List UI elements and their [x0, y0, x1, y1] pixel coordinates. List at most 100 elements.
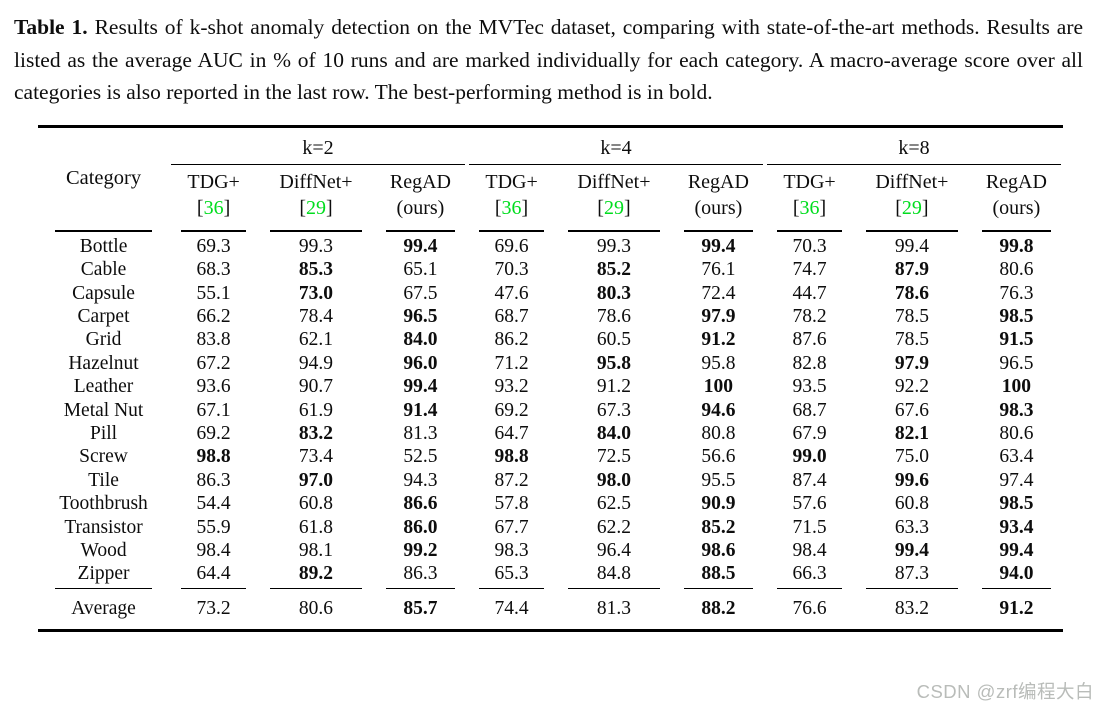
value-cell: 98.5 [999, 305, 1034, 327]
value-cell: 99.6 [894, 469, 929, 491]
citation-number: 36 [501, 196, 522, 219]
value-cell: 83.8 [196, 329, 231, 351]
value-cell: 72.5 [596, 446, 631, 468]
value-cell: 68.7 [792, 399, 827, 421]
value-cell: 67.7 [494, 516, 529, 538]
column-rule [556, 228, 672, 235]
column-rule [970, 228, 1063, 235]
value-cell: 64.7 [494, 422, 529, 444]
results-table: Category k=2 k=4 k=8 TDG+ [36] DiffNet+ [29… [38, 125, 1063, 633]
value-cell: 78.5 [894, 329, 929, 351]
value-cell: 83.2 [298, 422, 334, 444]
table-row: Zipper 64.4 89.2 86.3 65.3 84.8 88.5 66.3 87.3 94… [38, 562, 1063, 585]
value-cell: 54.4 [196, 493, 231, 515]
method-subtitle: (ours) [396, 196, 445, 219]
value-cell: 74.7 [792, 259, 827, 281]
value-cell: 98.4 [792, 539, 827, 561]
value-cell: 72.4 [701, 282, 736, 304]
category-cell: Zipper [77, 563, 130, 585]
table-row: Carpet 66.2 78.4 96.5 68.7 78.6 97.9 78.2 78.5 98… [38, 305, 1063, 328]
group-header-k8: k=8 [765, 127, 1063, 166]
column-rule [38, 586, 169, 593]
value-cell: 97.9 [701, 305, 736, 327]
caption-text: Results of k-shot anomaly detection on t… [14, 15, 1084, 105]
value-cell: 99.4 [894, 235, 929, 257]
value-cell: 78.6 [596, 305, 631, 327]
value-cell: 98.4 [196, 539, 231, 561]
value-cell: 67.2 [196, 352, 231, 374]
group-label-k4: k=4 [469, 137, 763, 166]
value-cell: 81.3 [596, 598, 631, 620]
value-cell: 99.2 [403, 539, 438, 561]
value-cell: 84.8 [596, 563, 631, 585]
value-cell: 99.4 [403, 376, 438, 398]
value-cell: 97.4 [999, 469, 1034, 491]
method-header: RegAD (ours) [672, 165, 765, 228]
value-cell: 90.7 [298, 376, 334, 398]
method-name: TDG+ [187, 171, 240, 194]
column-rule [258, 228, 374, 235]
value-cell: 87.2 [494, 469, 529, 491]
csdn-watermark: CSDN @zrf编程大白 [916, 681, 1094, 702]
method-header-row: TDG+ [36] DiffNet+ [29] RegAD (ours) TDG+ [36] D… [38, 165, 1063, 228]
method-header: RegAD (ours) [970, 165, 1063, 228]
method-header: RegAD (ours) [374, 165, 467, 228]
average-row: Average 73.2 80.6 85.7 74.4 81.3 88.2 76.6 83.2 9… [38, 592, 1063, 631]
table-row: Toothbrush 54.4 60.8 86.6 57.8 62.5 90.9 57.6 60… [38, 492, 1063, 515]
category-cell: Grid [85, 329, 122, 351]
method-subtitle: (ours) [694, 196, 743, 219]
value-cell: 93.5 [792, 376, 827, 398]
category-cell: Toothbrush [59, 493, 148, 515]
value-cell: 67.5 [403, 282, 438, 304]
results-table-wrap: Category k=2 k=4 k=8 TDG+ [36] DiffNet+ [29… [38, 125, 1063, 633]
value-cell: 60.5 [596, 329, 631, 351]
method-name: DiffNet+ [279, 171, 353, 194]
method-name: RegAD [687, 171, 749, 194]
value-cell: 62.1 [298, 329, 334, 351]
column-rule [854, 228, 970, 235]
category-cell: Carpet [77, 305, 130, 327]
value-cell: 64.4 [196, 563, 231, 585]
value-cell: 76.6 [792, 598, 827, 620]
value-cell: 84.0 [596, 422, 631, 444]
value-cell: 68.3 [196, 259, 231, 281]
value-cell: 83.2 [894, 598, 929, 620]
value-cell: 86.3 [196, 469, 231, 491]
value-cell: 82.1 [894, 422, 929, 444]
value-cell: 85.7 [403, 598, 438, 620]
value-cell: 92.2 [894, 376, 929, 398]
category-cell: Metal Nut [63, 399, 144, 421]
value-cell: 69.6 [494, 235, 529, 257]
value-cell: 67.3 [596, 399, 631, 421]
value-cell: 75.0 [894, 446, 929, 468]
value-cell: 69.2 [494, 399, 529, 421]
method-citation: [36] [196, 196, 231, 219]
value-cell: 99.4 [999, 539, 1034, 561]
value-cell: 98.3 [999, 399, 1034, 421]
method-citation: [36] [494, 196, 529, 219]
value-cell: 91.5 [999, 329, 1034, 351]
category-cell: Tile [88, 469, 119, 491]
method-citation: [29] [895, 196, 929, 219]
method-header: DiffNet+ [29] [854, 165, 970, 228]
value-cell: 93.6 [196, 376, 231, 398]
value-cell: 71.2 [494, 352, 529, 374]
value-cell: 94.0 [999, 563, 1034, 585]
value-cell: 71.5 [792, 516, 827, 538]
value-cell: 78.6 [894, 282, 929, 304]
value-cell: 69.3 [196, 235, 231, 257]
category-header: Category [65, 166, 142, 189]
group-header-k2: k=2 [169, 127, 467, 166]
value-cell: 94.3 [403, 469, 438, 491]
category-cell: Wood [80, 539, 127, 561]
table-row: Screw 98.8 73.4 52.5 98.8 72.5 56.6 99.0 75.0 63.… [38, 445, 1063, 468]
value-cell: 65.1 [403, 259, 438, 281]
category-cell: Bottle [79, 235, 128, 257]
value-cell: 52.5 [403, 446, 438, 468]
value-cell: 88.2 [701, 598, 736, 620]
method-citation: [36] [792, 196, 827, 219]
value-cell: 99.4 [403, 235, 438, 257]
value-cell: 67.6 [894, 399, 929, 421]
value-cell: 98.8 [494, 446, 529, 468]
